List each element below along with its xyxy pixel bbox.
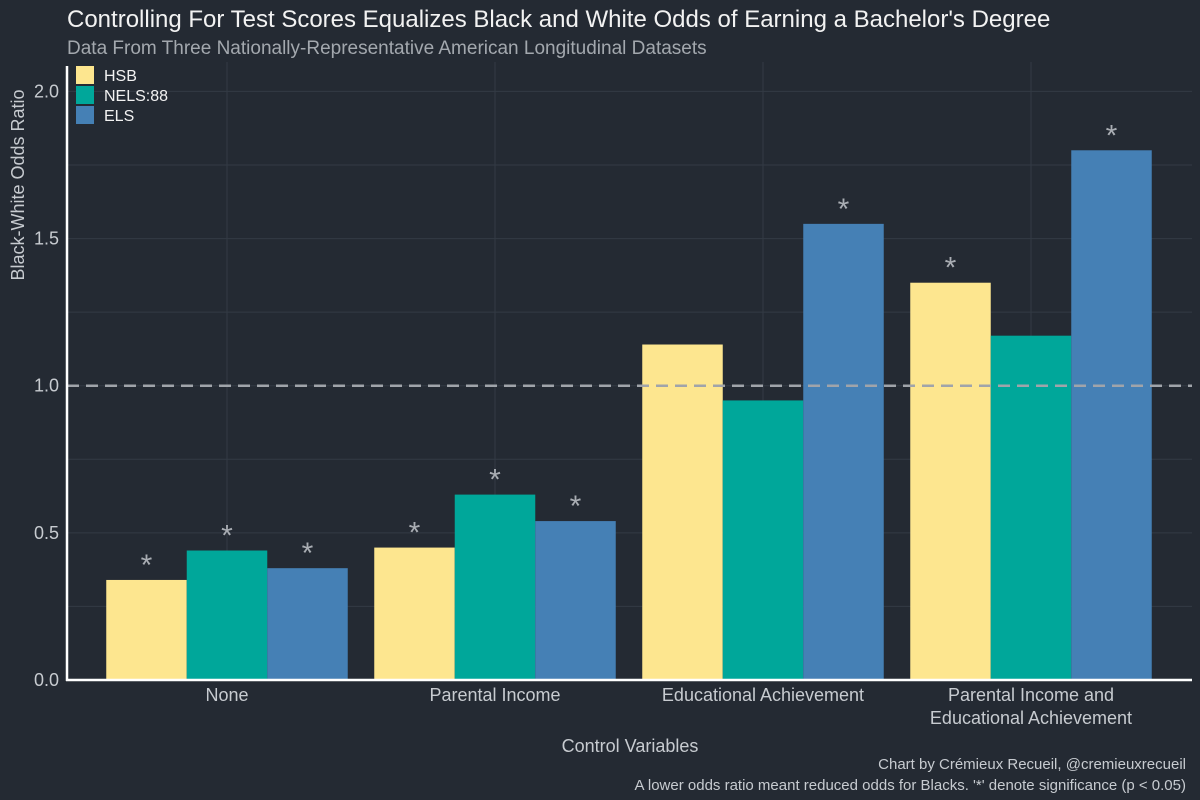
legend-swatch [76, 106, 94, 124]
x-tick-label: None [205, 685, 248, 705]
x-axis-title: Control Variables [562, 736, 699, 756]
significance-marker: * [838, 193, 850, 226]
bar-els-2 [535, 521, 616, 680]
significance-marker: * [570, 490, 582, 523]
chart-title: Controlling For Test Scores Equalizes Bl… [67, 6, 1050, 33]
caption-credit: Chart by Crémieux Recueil, @cremieuxrecu… [878, 756, 1186, 773]
bar-nels-88-2 [454, 494, 536, 680]
y-tick-label: 2.0 [34, 81, 59, 101]
y-tick-label: 1.0 [34, 376, 59, 396]
legend-label: NELS:88 [104, 88, 168, 105]
bar-hsb-2 [374, 547, 455, 680]
x-category-labels: None Parental Income Educational Achieveme… [205, 685, 1132, 728]
x-tick-label: Parental Income and [948, 685, 1114, 705]
bar-els-1 [267, 568, 348, 680]
x-tick-label: Educational Achievement [930, 708, 1132, 728]
bar-hsb-4 [910, 282, 991, 680]
y-axis-title: Black-White Odds Ratio [8, 89, 28, 280]
y-tick-label: 1.5 [34, 229, 59, 249]
significance-marker: * [945, 252, 957, 285]
bar-hsb-3 [642, 344, 723, 680]
significance-marker: * [302, 537, 314, 570]
bars [106, 150, 1152, 681]
bar-nels-88-1 [186, 550, 268, 680]
legend-swatch [76, 86, 94, 104]
y-tick-label: 0.0 [34, 670, 59, 690]
caption-note: A lower odds ratio meant reduced odds fo… [635, 777, 1186, 794]
significance-marker: * [141, 549, 153, 582]
axes [65, 66, 1192, 682]
significance-marker: * [409, 517, 421, 550]
legend-label: ELS [104, 108, 134, 125]
x-tick-label: Parental Income [429, 685, 560, 705]
bar-els-3 [803, 223, 884, 680]
significance-marker: * [221, 520, 233, 553]
bar-nels-88-4 [990, 335, 1072, 680]
y-tick-labels: 0.0 0.5 1.0 1.5 2.0 [34, 81, 59, 690]
significance-marker: * [1106, 119, 1118, 152]
y-tick-label: 0.5 [34, 523, 59, 543]
significance-markers: * * * * * * * * * [141, 119, 1118, 582]
bar-nels-88-3 [722, 400, 804, 680]
chart-subtitle: Data From Three Nationally-Representativ… [67, 38, 707, 59]
legend: HSB NELS:88 ELS [76, 66, 168, 125]
legend-label: HSB [104, 68, 137, 85]
bar-els-4 [1071, 150, 1152, 681]
bar-hsb-1 [106, 579, 187, 680]
x-tick-label: Educational Achievement [662, 685, 864, 705]
significance-marker: * [489, 464, 501, 497]
legend-swatch [76, 66, 94, 84]
